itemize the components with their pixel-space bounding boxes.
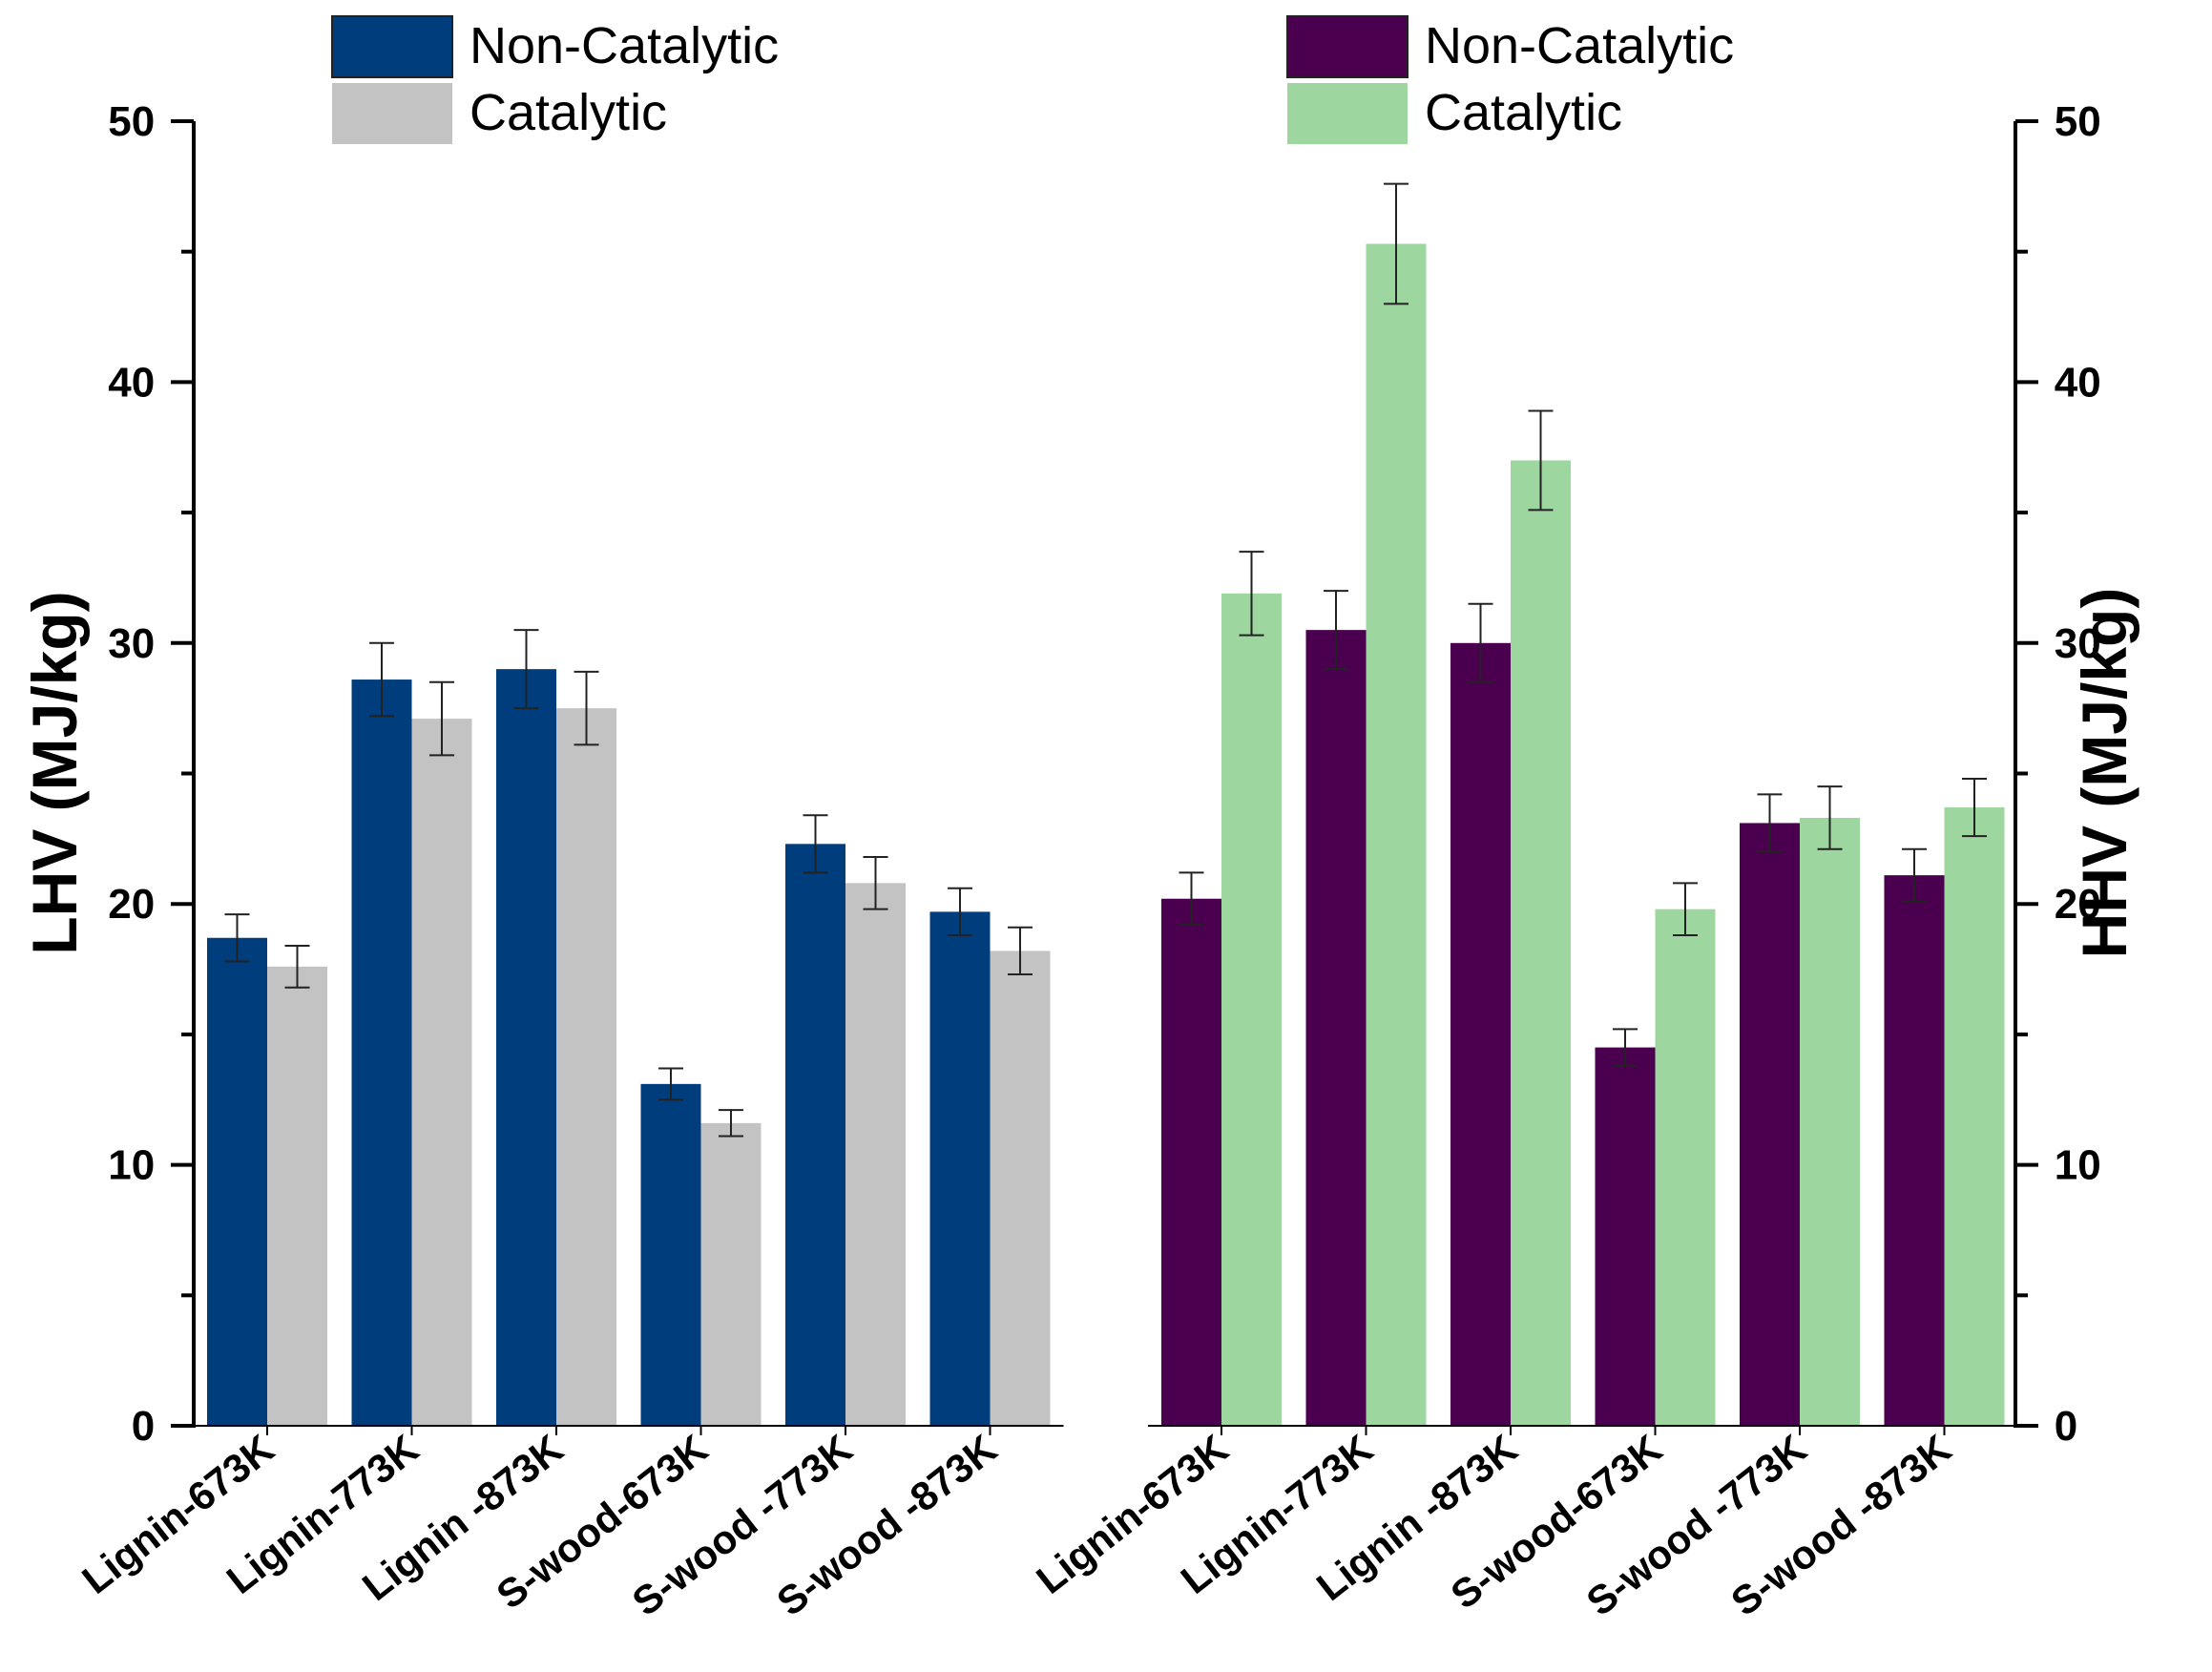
right-y-tick-label-5: 50 bbox=[2055, 98, 2101, 145]
left-errorbar-noncatalytic-4 bbox=[803, 814, 828, 874]
right-bar-noncatalytic-4 bbox=[1740, 823, 1800, 1426]
left-errorbar-catalytic-2 bbox=[574, 670, 599, 746]
right-errorbar-catalytic-3 bbox=[1673, 882, 1698, 937]
left-y-axis-title: LHV (MJ/kg) bbox=[19, 591, 90, 954]
right-legend-swatch-noncatalytic bbox=[1286, 15, 1409, 78]
right-legend-label-catalytic: Catalytic bbox=[1425, 84, 1622, 141]
right-bar-catalytic-1 bbox=[1366, 243, 1427, 1426]
right-errorbar-catalytic-0 bbox=[1239, 551, 1264, 637]
right-bar-catalytic-0 bbox=[1221, 593, 1282, 1426]
left-legend: Non-Catalytic Catalytic bbox=[331, 15, 779, 144]
left-bar-catalytic-1 bbox=[411, 719, 472, 1426]
left-y-tick-label-3: 30 bbox=[108, 620, 155, 667]
right-errorbar-catalytic-4 bbox=[1817, 785, 1843, 850]
right-bar-noncatalytic-2 bbox=[1450, 642, 1511, 1426]
right-errorbar-catalytic-5 bbox=[1962, 777, 1987, 838]
right-bar-catalytic-3 bbox=[1655, 909, 1716, 1426]
right-bar-catalytic-4 bbox=[1800, 817, 1860, 1426]
right-errorbar-noncatalytic-0 bbox=[1179, 871, 1204, 927]
right-errorbar-noncatalytic-2 bbox=[1468, 602, 1493, 683]
right-errorbar-noncatalytic-3 bbox=[1613, 1028, 1638, 1067]
left-errorbar-catalytic-1 bbox=[429, 680, 454, 757]
left-bar-catalytic-0 bbox=[267, 966, 327, 1426]
right-y-tick-label-3: 30 bbox=[2055, 620, 2101, 667]
left-errorbar-catalytic-0 bbox=[284, 944, 310, 989]
left-bar-noncatalytic-5 bbox=[929, 911, 991, 1426]
right-legend-swatch-catalytic bbox=[1287, 83, 1408, 144]
left-legend-label-catalytic: Catalytic bbox=[470, 84, 667, 141]
left-errorbar-catalytic-5 bbox=[1008, 926, 1033, 976]
left-y-tick-label-1: 10 bbox=[108, 1142, 155, 1189]
left-errorbar-noncatalytic-0 bbox=[224, 913, 250, 963]
right-errorbar-noncatalytic-5 bbox=[1902, 847, 1927, 903]
left-y-tick-label-0: 0 bbox=[132, 1403, 155, 1450]
left-errorbar-catalytic-4 bbox=[863, 855, 888, 910]
right-bar-noncatalytic-0 bbox=[1161, 898, 1221, 1426]
left-y-tick-label-4: 40 bbox=[108, 359, 155, 406]
left-legend-swatch-catalytic bbox=[332, 83, 452, 144]
right-bar-catalytic-5 bbox=[1944, 807, 2005, 1426]
left-bar-catalytic-4 bbox=[845, 883, 906, 1426]
left-errorbar-noncatalytic-1 bbox=[369, 641, 394, 718]
right-errorbar-noncatalytic-4 bbox=[1757, 793, 1783, 853]
left-bar-catalytic-5 bbox=[990, 951, 1051, 1426]
left-errorbar-noncatalytic-3 bbox=[658, 1067, 683, 1101]
right-y-tick-label-0: 0 bbox=[2055, 1403, 2077, 1450]
left-bar-noncatalytic-3 bbox=[640, 1083, 701, 1426]
right-legend: Non-Catalytic Catalytic bbox=[1286, 15, 1734, 144]
right-bar-noncatalytic-1 bbox=[1305, 630, 1367, 1426]
right-bar-catalytic-2 bbox=[1511, 460, 1571, 1426]
left-y-tick-label-5: 50 bbox=[108, 98, 155, 145]
legend-layer: Non-Catalytic Catalytic Non-Catalytic Catal… bbox=[331, 15, 1734, 144]
left-bar-noncatalytic-2 bbox=[496, 669, 556, 1426]
right-errorbar-catalytic-1 bbox=[1384, 182, 1409, 305]
left-errorbar-noncatalytic-2 bbox=[513, 629, 539, 710]
left-bar-catalytic-3 bbox=[700, 1122, 762, 1426]
left-bar-noncatalytic-0 bbox=[207, 937, 267, 1426]
bars-layer bbox=[207, 243, 2005, 1426]
left-legend-label-noncatalytic: Non-Catalytic bbox=[470, 17, 779, 74]
left-y-tick-label-2: 20 bbox=[108, 881, 155, 928]
right-bar-noncatalytic-3 bbox=[1595, 1047, 1656, 1426]
right-y-tick-label-2: 20 bbox=[2055, 881, 2101, 928]
right-y-tick-label-1: 10 bbox=[2055, 1142, 2101, 1189]
right-y-tick-label-4: 40 bbox=[2055, 359, 2101, 406]
left-bar-noncatalytic-4 bbox=[785, 844, 845, 1426]
left-errorbar-catalytic-3 bbox=[719, 1109, 743, 1138]
error-bars-layer bbox=[224, 182, 1987, 1138]
right-legend-label-noncatalytic: Non-Catalytic bbox=[1425, 17, 1734, 74]
left-errorbar-noncatalytic-5 bbox=[948, 887, 972, 937]
right-bar-noncatalytic-5 bbox=[1884, 875, 1945, 1426]
right-errorbar-catalytic-2 bbox=[1528, 409, 1554, 512]
left-legend-swatch-noncatalytic bbox=[331, 15, 453, 78]
left-bar-noncatalytic-1 bbox=[351, 679, 412, 1426]
right-errorbar-noncatalytic-1 bbox=[1324, 590, 1348, 671]
left-bar-catalytic-2 bbox=[556, 708, 616, 1426]
right-y-axis-title: HHV (MJ/kg) bbox=[2069, 588, 2139, 959]
